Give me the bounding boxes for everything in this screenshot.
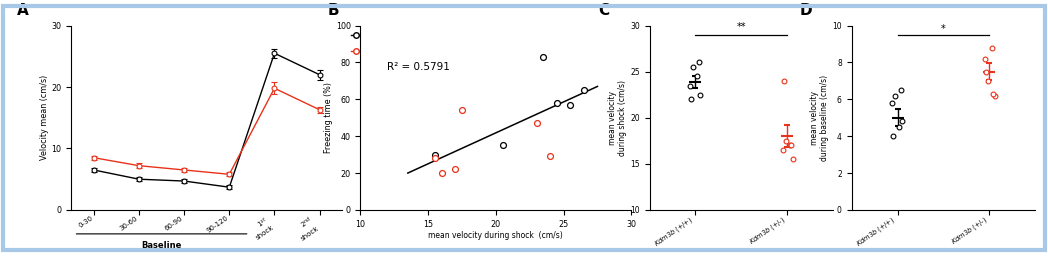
Point <box>885 134 901 138</box>
Point <box>782 143 799 147</box>
Point <box>427 156 443 160</box>
Point <box>427 153 443 157</box>
Point <box>681 83 698 88</box>
Point <box>984 46 1001 50</box>
Point <box>562 103 578 107</box>
Point <box>548 101 565 105</box>
Point <box>495 143 511 147</box>
Y-axis label: Freezing time (%): Freezing time (%) <box>324 82 333 153</box>
Point <box>575 88 592 92</box>
Text: **: ** <box>737 22 746 32</box>
Point <box>691 60 707 65</box>
Text: R² = 0.5791: R² = 0.5791 <box>388 62 451 72</box>
X-axis label: mean velocity during shock  (cm/s): mean velocity during shock (cm/s) <box>429 231 563 240</box>
Point <box>774 148 791 152</box>
Point <box>454 108 471 112</box>
Point <box>894 119 911 123</box>
Point <box>893 88 910 92</box>
Text: A: A <box>17 3 29 18</box>
Text: *: * <box>941 24 946 34</box>
Point <box>446 167 463 172</box>
Text: B: B <box>328 3 340 18</box>
Text: C: C <box>598 3 609 18</box>
Point <box>534 55 551 59</box>
Point <box>979 79 996 83</box>
Point <box>682 97 699 101</box>
Point <box>542 154 559 158</box>
Point <box>887 94 903 98</box>
Point <box>684 65 701 69</box>
Legend: $Kdm3b$ (+/+), $Kdm3b$ (+/-): $Kdm3b$ (+/+), $Kdm3b$ (+/-) <box>348 26 420 60</box>
Point <box>433 171 450 175</box>
Text: D: D <box>800 3 812 18</box>
Point <box>528 121 545 125</box>
Text: Baseline: Baseline <box>141 241 181 250</box>
Point <box>978 70 995 74</box>
Y-axis label: mean velocity
during baseline (cm/s): mean velocity during baseline (cm/s) <box>810 75 829 161</box>
Point <box>785 157 802 161</box>
Point <box>776 79 792 83</box>
Point <box>783 143 800 147</box>
Point <box>891 125 908 129</box>
Point <box>883 101 900 105</box>
Point <box>689 74 705 78</box>
Point <box>985 92 1002 96</box>
Point <box>778 139 794 143</box>
Y-axis label: mean velocity
during shock (cm/s): mean velocity during shock (cm/s) <box>608 80 628 156</box>
Point <box>986 94 1003 98</box>
Point <box>692 93 708 97</box>
Y-axis label: Velocity mean (cm/s): Velocity mean (cm/s) <box>40 75 48 161</box>
Point <box>977 57 994 61</box>
